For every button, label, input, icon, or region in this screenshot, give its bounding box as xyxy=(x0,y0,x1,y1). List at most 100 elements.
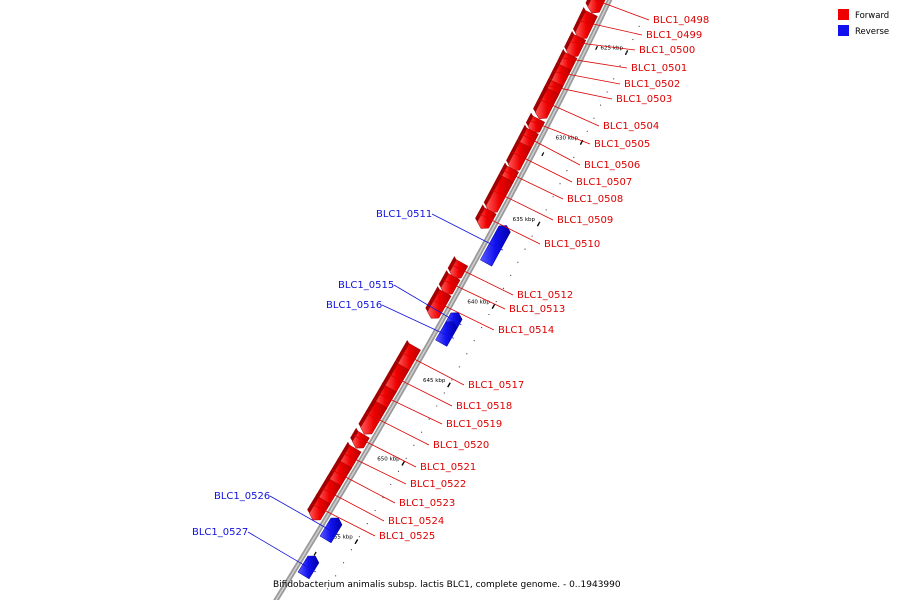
scale-tick xyxy=(541,152,545,157)
scale-minor-tick xyxy=(342,562,345,564)
gene-arrow-side xyxy=(447,256,457,272)
gene-label[interactable]: BLC1_0522 xyxy=(410,479,466,490)
gene-label[interactable]: BLC1_0520 xyxy=(433,440,489,451)
scale-minor-tick xyxy=(531,235,533,237)
gene-label[interactable]: BLC1_0519 xyxy=(446,419,502,430)
gene-arrow xyxy=(352,431,370,449)
gene-arrow-side xyxy=(573,7,586,33)
gene-label[interactable]: BLC1_0518 xyxy=(456,401,512,412)
gene-label[interactable]: BLC1_0498 xyxy=(653,15,709,26)
gene-label[interactable]: BLC1_0510 xyxy=(544,239,600,250)
gene-label[interactable]: BLC1_0512 xyxy=(517,290,573,301)
gene-label[interactable]: BLC1_0527 xyxy=(192,527,248,538)
gene-blc1_0498[interactable] xyxy=(585,0,607,14)
gene-label[interactable]: BLC1_0523 xyxy=(399,498,455,509)
gene-blc1_0505[interactable] xyxy=(525,112,546,133)
gene-arrow-side xyxy=(499,162,508,177)
gene-label[interactable]: BLC1_0526 xyxy=(214,491,270,502)
gene-label[interactable]: BLC1_0509 xyxy=(557,215,613,226)
gene-leader-line xyxy=(539,99,600,127)
gene-blc1_0509[interactable] xyxy=(483,172,514,213)
gene-arrow xyxy=(534,87,560,120)
gene-arrow-side xyxy=(395,339,410,364)
gene-label[interactable]: BLC1_0524 xyxy=(388,516,444,527)
scale-tick xyxy=(536,221,541,227)
gene-label[interactable]: BLC1_0504 xyxy=(603,121,659,132)
scale-minor-tick xyxy=(586,130,588,132)
gene-leader-line xyxy=(479,213,541,245)
gene-label[interactable]: BLC1_0507 xyxy=(576,177,632,188)
scale-tick-label: 650 kbp xyxy=(377,456,400,462)
gene-label[interactable]: BLC1_0500 xyxy=(639,45,695,56)
gene-blc1_0513[interactable] xyxy=(438,270,461,295)
gene-leader-line xyxy=(312,503,376,537)
scale-minor-tick xyxy=(606,91,608,93)
legend-swatch-reverse xyxy=(838,25,849,36)
gene-label[interactable]: BLC1_0505 xyxy=(594,139,650,150)
scale-minor-tick xyxy=(480,327,483,329)
scale-minor-tick xyxy=(619,65,621,67)
gene-blc1_0504[interactable] xyxy=(533,84,560,120)
gene-leader-line xyxy=(502,169,564,200)
gene-leader-line xyxy=(512,151,573,183)
gene-leader-line xyxy=(442,279,506,310)
scale-minor-tick xyxy=(420,431,423,433)
scale-minor-tick xyxy=(613,78,615,80)
gene-blc1_0512[interactable] xyxy=(447,256,469,279)
scale-minor-tick xyxy=(466,353,468,355)
gene-leader-line xyxy=(568,41,636,51)
gene-label[interactable]: BLC1_0516 xyxy=(326,300,382,311)
gene-blc1_0521[interactable] xyxy=(350,427,370,449)
scale-tick-label: 625 kbp xyxy=(601,46,624,52)
gene-leader-line xyxy=(401,352,465,386)
gene-label[interactable]: BLC1_0502 xyxy=(624,79,680,90)
gene-leader-line xyxy=(491,189,554,221)
scale-minor-tick xyxy=(436,405,438,407)
gene-blc1_0507[interactable] xyxy=(506,138,532,171)
gene-blc1_0525[interactable] xyxy=(307,493,331,521)
gene-label[interactable]: BLC1_0513 xyxy=(509,304,565,315)
gene-label[interactable]: BLC1_0515 xyxy=(338,280,394,291)
scale-minor-tick xyxy=(552,196,554,198)
gene-label[interactable]: BLC1_0508 xyxy=(567,194,623,205)
gene-leader-line xyxy=(353,434,417,468)
gene-arrow-side xyxy=(557,48,566,65)
scale-tick-label: 635 kbp xyxy=(513,217,536,223)
genome-caption: Bifidobacterium animalis subsp. lactis B… xyxy=(273,580,621,590)
legend-label-reverse: Reverse xyxy=(855,27,889,37)
scale-minor-tick xyxy=(443,392,445,394)
legend-swatch-forward xyxy=(838,9,849,20)
gene-arrow-side xyxy=(564,30,575,51)
gene-label[interactable]: BLC1_0499 xyxy=(646,30,702,41)
gene-leader-line xyxy=(247,531,316,573)
gene-label[interactable]: BLC1_0501 xyxy=(631,63,687,74)
genes-layer xyxy=(297,0,607,580)
scale-minor-tick xyxy=(559,183,561,185)
gene-leader-line xyxy=(431,213,504,251)
gene-arrow-side xyxy=(533,84,548,113)
gene-leader-line xyxy=(378,393,443,425)
gene-arrow xyxy=(427,289,452,319)
gene-arrow xyxy=(440,273,461,295)
scale-tick xyxy=(447,382,451,388)
gene-arrow-side xyxy=(372,381,386,404)
gene-label[interactable]: BLC1_0517 xyxy=(468,380,524,391)
gene-label[interactable]: BLC1_0511 xyxy=(376,209,432,220)
scale-minor-tick xyxy=(405,457,407,459)
scale-minor-tick xyxy=(350,549,353,551)
scale-minor-tick xyxy=(632,38,634,41)
gene-blc1_0520[interactable] xyxy=(358,397,388,435)
gene-blc1_0510[interactable] xyxy=(475,204,497,229)
gene-label[interactable]: BLC1_0503 xyxy=(616,94,672,105)
scale-minor-tick xyxy=(599,104,602,106)
gene-leader-line xyxy=(381,304,454,339)
gene-leader-line xyxy=(546,85,613,100)
scale-minor-tick xyxy=(473,340,475,342)
gene-arrow-side xyxy=(483,172,502,206)
gene-leader-line xyxy=(366,413,430,446)
gene-label[interactable]: BLC1_0506 xyxy=(584,160,640,171)
gene-label[interactable]: BLC1_0521 xyxy=(420,462,476,473)
gene-leader-line xyxy=(269,495,339,536)
gene-label[interactable]: BLC1_0514 xyxy=(498,325,554,336)
gene-label[interactable]: BLC1_0525 xyxy=(379,531,435,542)
